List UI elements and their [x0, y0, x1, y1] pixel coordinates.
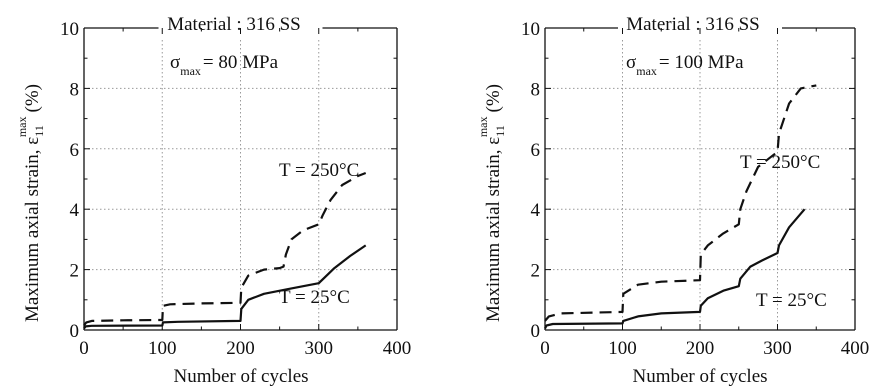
- series-line-left-1: [83, 244, 367, 330]
- series-line-right-0: [544, 84, 817, 322]
- x-tick-label-right-1: 100: [608, 338, 637, 359]
- sigma-label-left: σmax = 80 MPa: [170, 52, 279, 78]
- y-tick-label-right-0: 0: [531, 321, 541, 342]
- sigma-label-right: σmax = 100 MPa: [626, 52, 744, 78]
- y-tick-label-right-5: 10: [521, 19, 540, 40]
- series-label-250-left: T = 250°C: [279, 160, 359, 181]
- x-tick-label-right-4: 400: [841, 338, 870, 359]
- material-label-right: Material : 316 SS: [626, 14, 760, 35]
- series-label-25-left: T = 25°C: [279, 287, 350, 308]
- plot-area-left: [83, 16, 398, 331]
- y-tick-label-left-2: 4: [70, 200, 80, 221]
- x-axis-title-right: Number of cycles: [632, 366, 767, 386]
- x-tick-label-right-3: 300: [763, 338, 792, 359]
- y-tick-label-right-1: 2: [531, 261, 541, 282]
- y-tick-label-right-3: 6: [531, 140, 541, 161]
- y-tick-label-left-1: 2: [70, 261, 80, 282]
- x-tick-label-right-2: 200: [686, 338, 715, 359]
- x-tick-label-left-2: 200: [226, 338, 255, 359]
- x-tick-label-left-3: 300: [305, 338, 334, 359]
- x-tick-label-left-0: 0: [79, 338, 89, 359]
- y-tick-label-left-5: 10: [60, 19, 79, 40]
- series-label-25-right: T = 25°C: [756, 290, 827, 311]
- x-tick-label-left-4: 400: [383, 338, 412, 359]
- series-line-left-0: [83, 171, 367, 327]
- y-axis-title-right: Maximum axial strain, ε11max(%): [476, 84, 507, 322]
- x-tick-label-left-1: 100: [148, 338, 177, 359]
- y-tick-label-left-0: 0: [70, 321, 80, 342]
- series-label-250-right: T = 250°C: [740, 152, 820, 173]
- y-tick-label-right-4: 8: [531, 79, 541, 100]
- y-tick-label-left-3: 6: [70, 140, 80, 161]
- x-axis-title-left: Number of cycles: [173, 366, 308, 386]
- plot-area-right: [544, 16, 856, 331]
- y-tick-label-right-2: 4: [531, 200, 541, 221]
- y-tick-label-left-4: 8: [70, 79, 80, 100]
- material-label-left: Material : 316 SS: [167, 14, 301, 35]
- y-axis-title-left: Maximum axial strain, ε11max(%): [15, 84, 46, 322]
- x-tick-label-right-0: 0: [540, 338, 550, 359]
- series-line-right-1: [544, 208, 806, 329]
